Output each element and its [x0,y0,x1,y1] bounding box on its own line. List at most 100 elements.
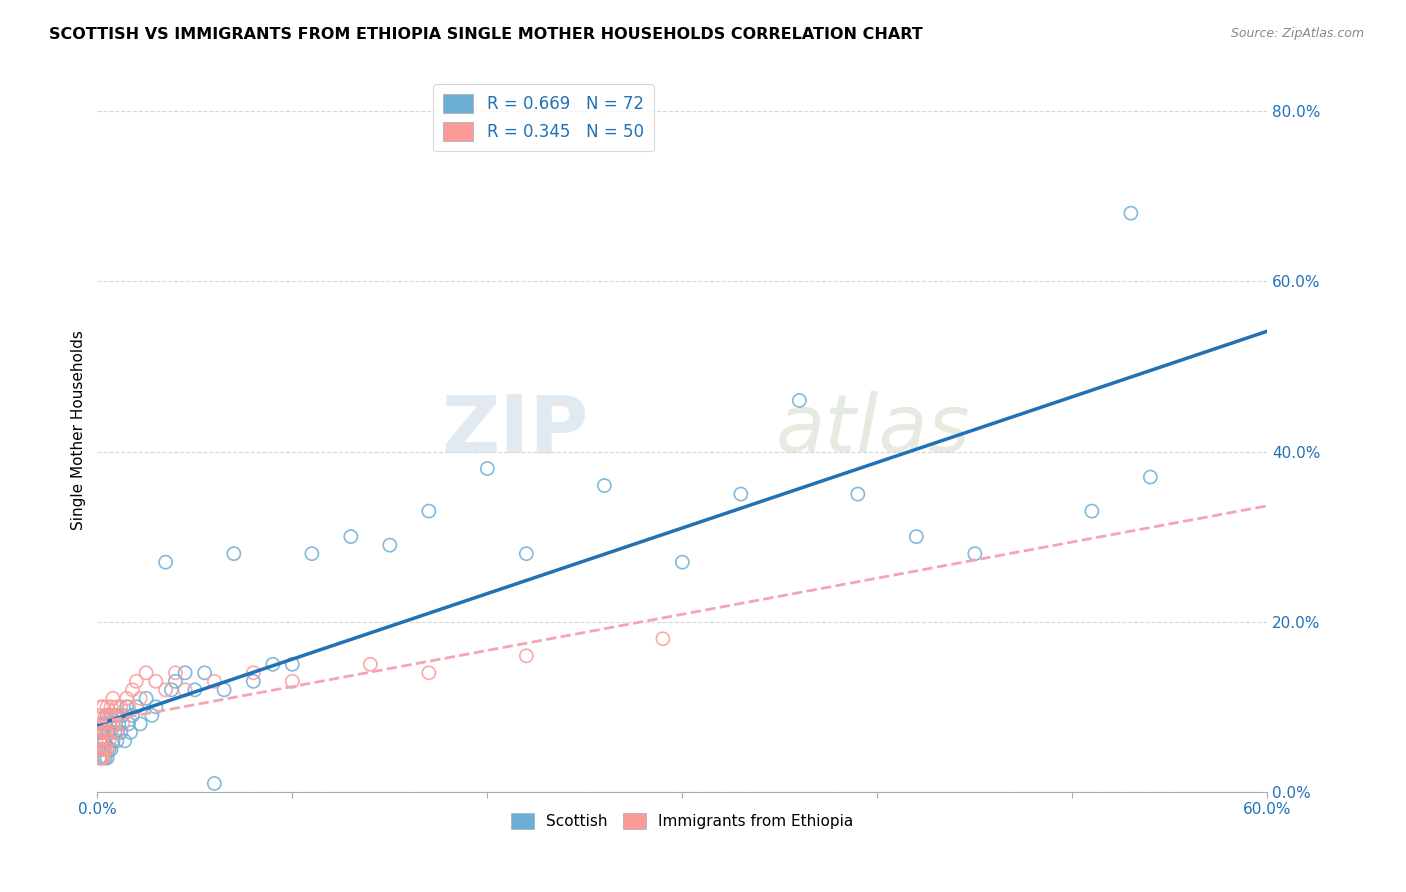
Point [96,725,118,739]
Point [111,708,134,723]
Point [155,555,177,569]
Point [789,393,811,408]
Point [121,708,143,723]
Point [91,734,114,748]
Point [91,717,114,731]
Point [963,547,986,561]
Point [90,734,112,748]
Point [202,674,225,689]
Point [115,691,138,706]
Point [96,751,118,765]
Point [121,682,143,697]
Point [135,665,157,680]
Point [91,751,114,765]
Point [101,717,124,731]
Text: SCOTTISH VS IMMIGRANTS FROM ETHIOPIA SINGLE MOTHER HOUSEHOLDS CORRELATION CHART: SCOTTISH VS IMMIGRANTS FROM ETHIOPIA SIN… [49,27,922,42]
Point [94,708,117,723]
Point [135,691,157,706]
Point [340,530,363,544]
Point [125,674,148,689]
Point [100,708,122,723]
Point [96,699,118,714]
Point [89,751,111,765]
Point [91,742,114,756]
Point [89,734,111,748]
Point [105,725,128,739]
Point [418,665,440,680]
Point [91,699,114,714]
Point [98,734,121,748]
Point [89,742,111,756]
Point [91,742,114,756]
Point [89,708,111,723]
Point [105,734,128,748]
Point [90,699,112,714]
Point [155,682,177,697]
Point [104,708,127,723]
Point [145,674,167,689]
Point [378,538,401,552]
Point [90,751,112,765]
Y-axis label: Single Mother Households: Single Mother Households [72,330,86,530]
Point [96,708,118,723]
Point [846,487,869,501]
Point [281,657,304,672]
Point [242,674,264,689]
Point [90,717,112,731]
Point [194,665,217,680]
Point [1119,206,1142,220]
Point [89,725,111,739]
Point [98,742,121,756]
Point [477,461,499,475]
Point [418,504,440,518]
Point [515,547,537,561]
Point [651,632,673,646]
Point [107,708,129,723]
Point [111,717,134,731]
Point [262,657,284,672]
Point [1139,470,1161,484]
Point [98,725,121,739]
Point [515,648,537,663]
Point [202,776,225,790]
Point [104,725,127,739]
Point [89,751,111,765]
Point [222,547,245,561]
Point [671,555,693,569]
Text: ZIP: ZIP [441,392,589,469]
Point [160,682,183,697]
Point [90,742,112,756]
Point [174,665,197,680]
Point [593,478,616,492]
Point [101,734,124,748]
Point [89,725,111,739]
Point [105,699,128,714]
Point [101,691,124,706]
Point [141,708,163,723]
Point [100,742,122,756]
Point [101,717,124,731]
Point [125,699,148,714]
Point [90,742,112,756]
Point [120,725,142,739]
Text: Source: ZipAtlas.com: Source: ZipAtlas.com [1230,27,1364,40]
Point [212,682,235,697]
Point [281,674,304,689]
Point [104,708,127,723]
Point [98,708,121,723]
Point [96,742,118,756]
Point [129,691,152,706]
Point [359,657,381,672]
Point [110,725,132,739]
Point [89,734,111,748]
Point [90,734,112,748]
Point [89,742,111,756]
Point [115,699,138,714]
Point [91,725,114,739]
Point [145,699,167,714]
Point [98,717,121,731]
Point [94,751,117,765]
Point [301,547,323,561]
Point [165,665,187,680]
Point [100,699,122,714]
